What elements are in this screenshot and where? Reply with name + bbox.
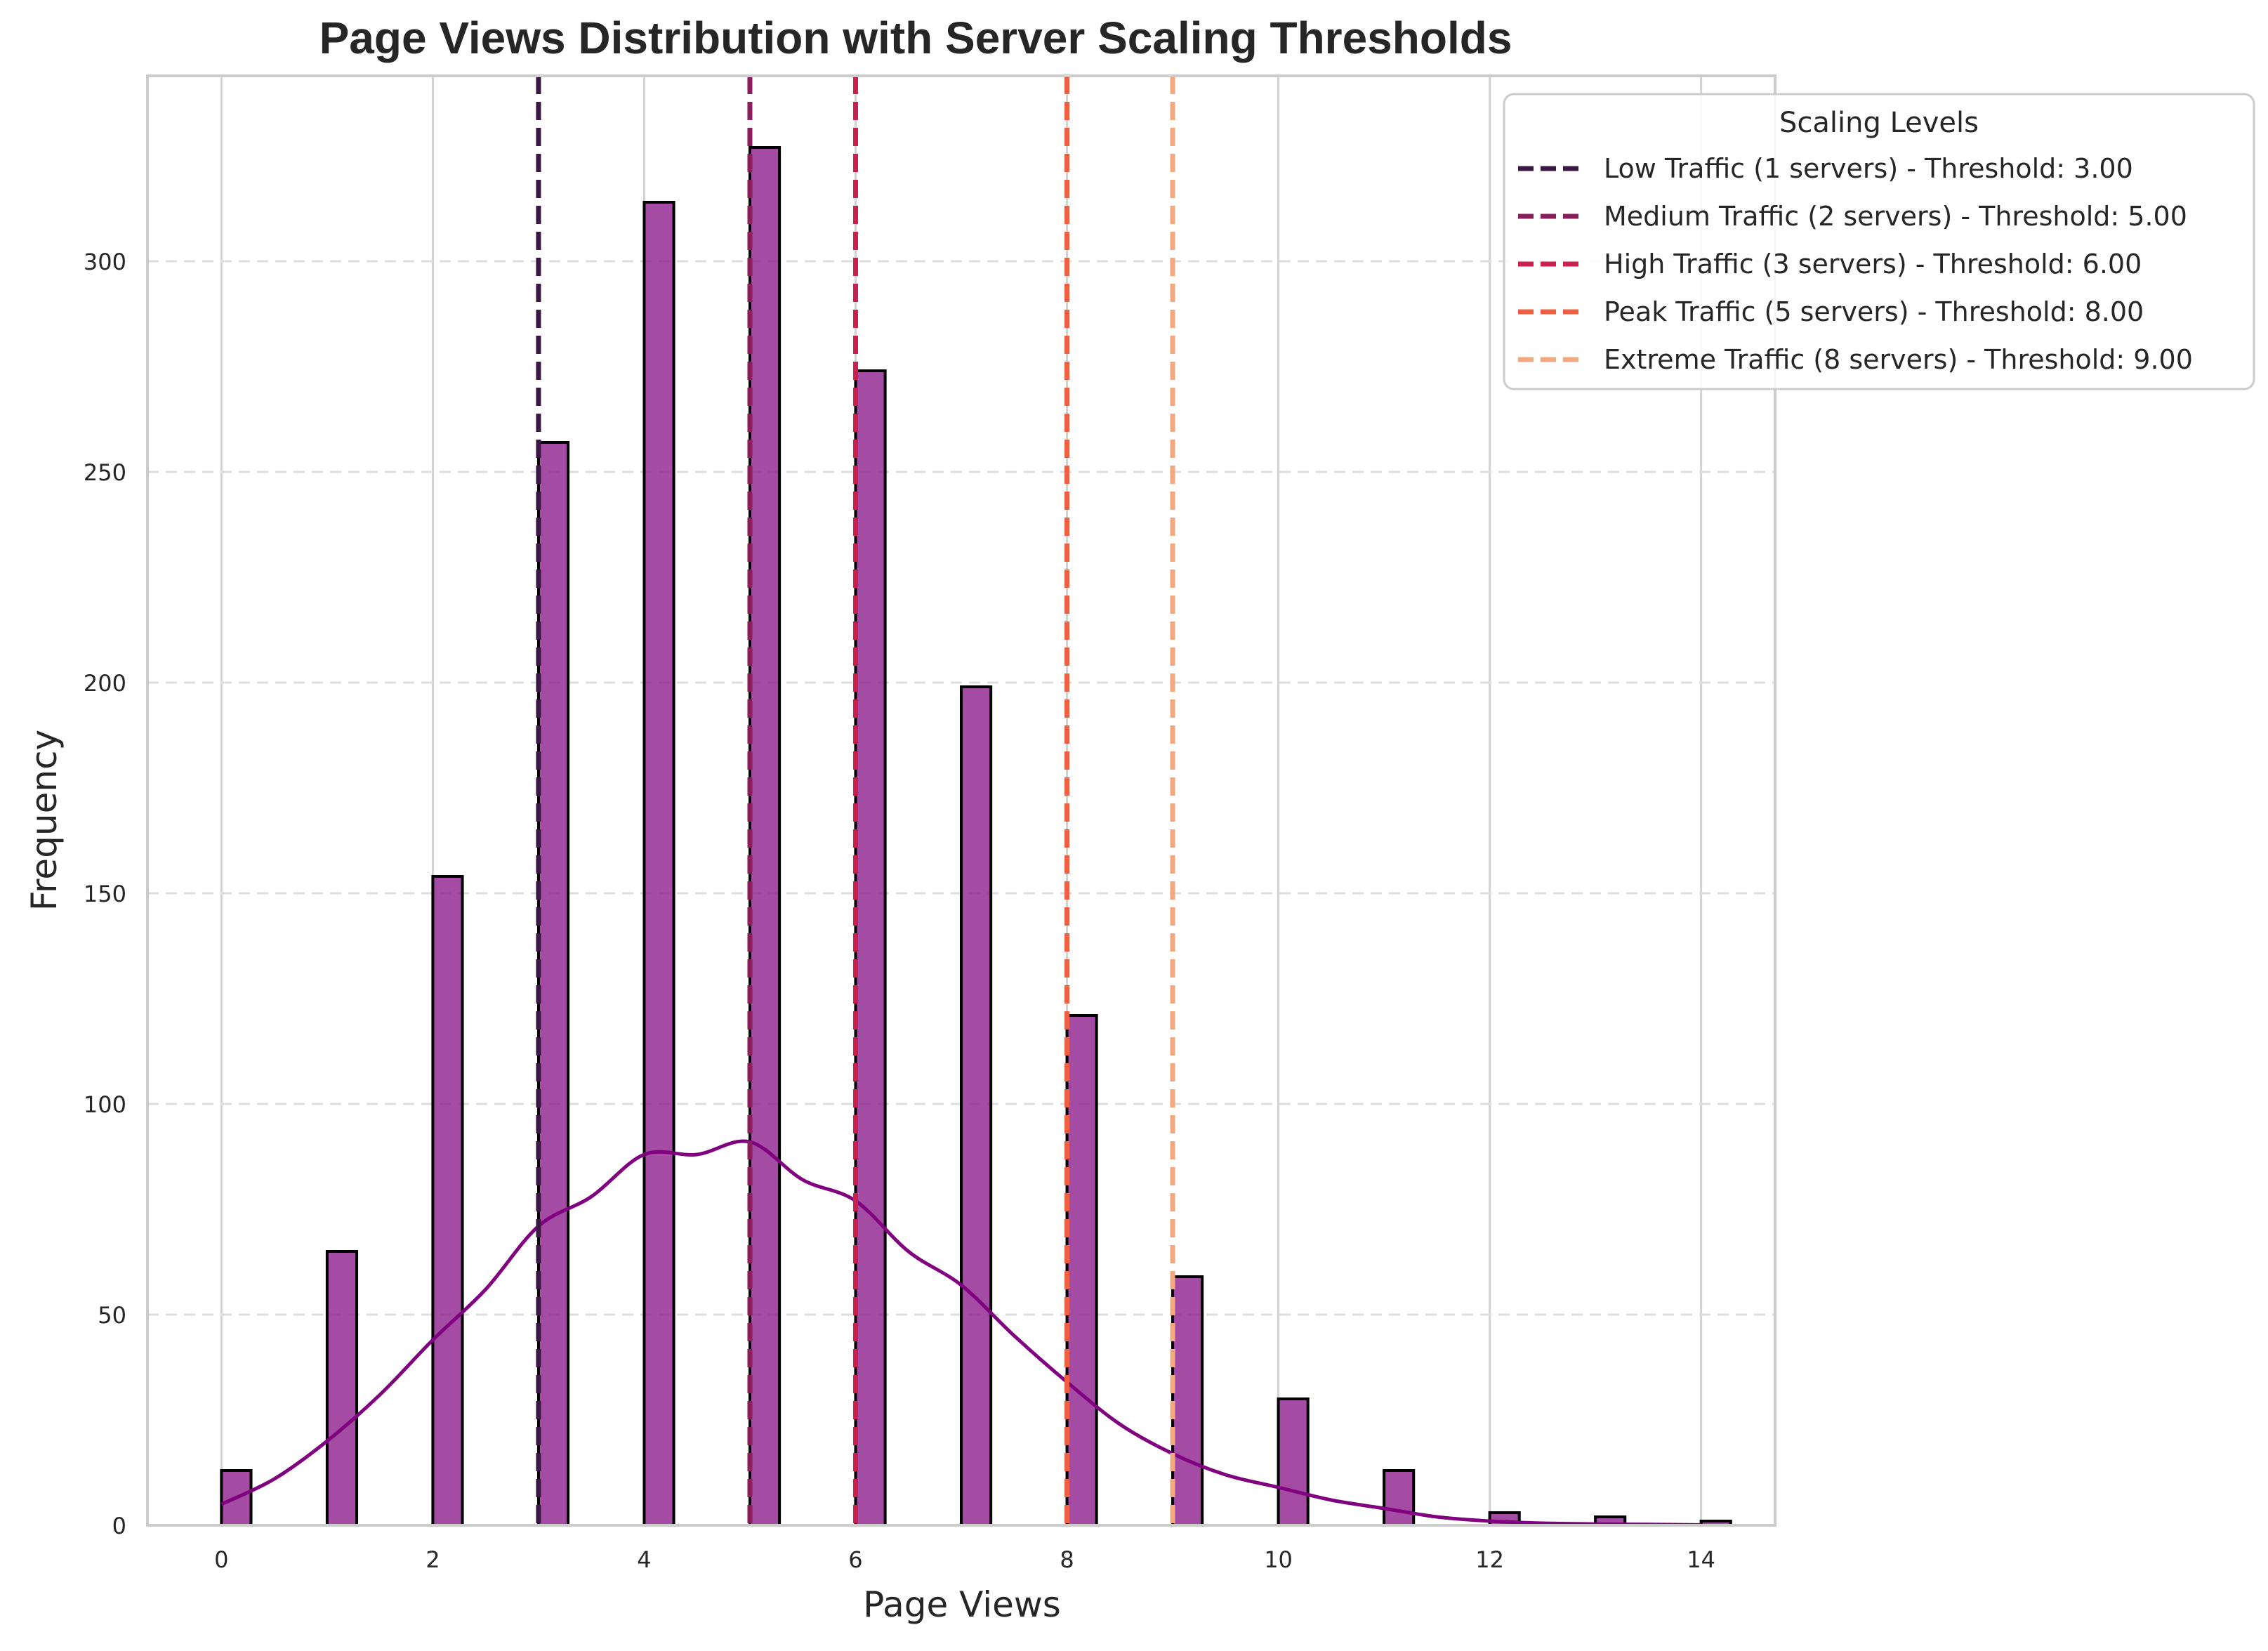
x-tick-label: 12: [1475, 1546, 1504, 1573]
tick-labels: 0 2 4 6 8 10 12 14 0 50 100 150 200 250 300: [84, 249, 1715, 1573]
y-axis-label: Frequency: [24, 730, 65, 911]
histogram-bar: [325, 1250, 359, 1527]
legend-label: Peak Traffic (5 servers) - Threshold: 8.…: [1604, 296, 2144, 327]
x-tick-label: 0: [214, 1546, 228, 1573]
histogram-bar: [536, 441, 570, 1527]
x-tick-label: 2: [426, 1546, 440, 1573]
y-tick-label: 0: [112, 1513, 126, 1539]
x-axis-label: Page Views: [863, 1584, 1061, 1625]
x-tick-label: 4: [637, 1546, 651, 1573]
threshold-lines: [536, 76, 1175, 1525]
chart-title: Page Views Distribution with Server Scal…: [319, 13, 1512, 63]
histogram-bar: [960, 685, 993, 1527]
legend-label: Medium Traffic (2 servers) - Threshold: …: [1604, 201, 2187, 232]
histogram-bar: [1171, 1275, 1204, 1527]
legend-label: High Traffic (3 servers) - Threshold: 6.…: [1604, 249, 2142, 279]
y-tick-label: 200: [84, 670, 126, 697]
legend-title: Scaling Levels: [1779, 107, 1979, 139]
kde-curve: [220, 1139, 1701, 1527]
y-tick-label: 100: [84, 1091, 126, 1118]
histogram-bar: [1277, 1397, 1310, 1527]
histogram-bar: [1065, 1014, 1098, 1527]
y-tick-label: 50: [98, 1302, 126, 1329]
histogram-bar: [431, 875, 464, 1527]
legend-box: [1503, 93, 2255, 390]
legend-label: Low Traffic (1 servers) - Threshold: 3.0…: [1604, 153, 2133, 184]
plot-frame: [146, 74, 1776, 1527]
legend-label: Extreme Traffic (8 servers) - Threshold:…: [1604, 344, 2193, 375]
x-tick-label: 6: [848, 1546, 862, 1573]
y-tick-label: 150: [84, 881, 126, 907]
histogram-bar: [748, 146, 782, 1527]
y-tick-label: 300: [84, 249, 126, 275]
y-tick-label: 250: [84, 459, 126, 486]
histogram-bar: [1383, 1469, 1416, 1527]
legend-items: Low Traffic (1 servers) - Threshold: 3.0…: [1518, 153, 2193, 375]
x-tick-label: 8: [1060, 1546, 1074, 1573]
legend: Scaling Levels Low Traffic (1 servers) -…: [1503, 93, 2255, 390]
histogram-bar: [854, 369, 887, 1527]
x-tick-label: 10: [1264, 1546, 1293, 1573]
histogram-bar: [642, 201, 675, 1527]
kde-curve-layer: [220, 1139, 1701, 1527]
x-tick-label: 14: [1687, 1546, 1715, 1573]
